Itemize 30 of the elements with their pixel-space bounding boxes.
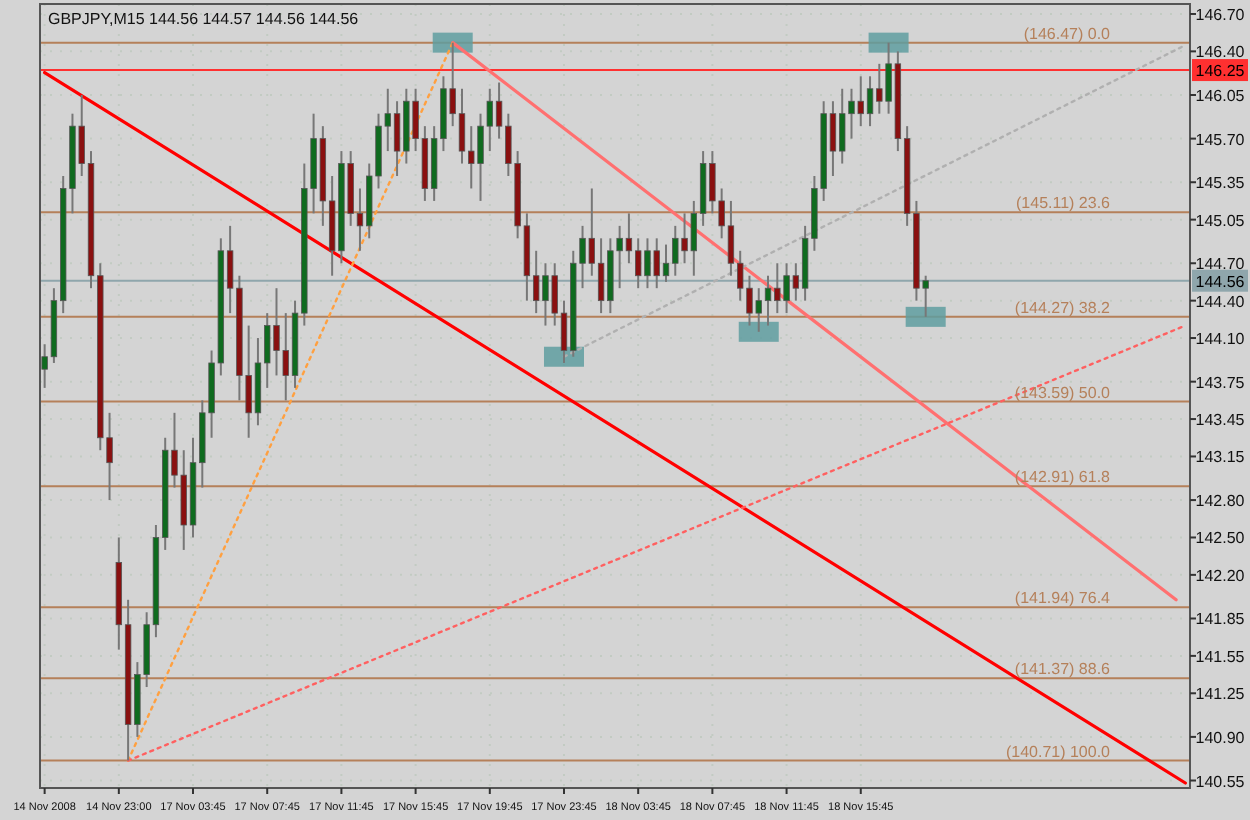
y-tick-label: 146.70	[1195, 5, 1246, 24]
ref-line-label: 146.25	[1195, 62, 1246, 81]
y-tick-label: 143.75	[1195, 373, 1246, 392]
y-tick-label: 141.85	[1195, 610, 1246, 629]
ref-line-label: (141.94) 76.4	[1014, 589, 1112, 608]
ref-line-label: (141.37) 88.6	[1014, 660, 1112, 679]
ref-line-label: (140.71) 100.0	[1005, 742, 1112, 761]
y-tick-label: 142.20	[1195, 566, 1246, 585]
y-tick-label: 144.70	[1195, 255, 1246, 274]
y-tick-label: 140.90	[1195, 728, 1246, 747]
y-tick-label: 141.25	[1195, 685, 1246, 704]
y-tick-label: 143.45	[1195, 411, 1246, 430]
y-tick-label: 140.55	[1195, 772, 1246, 791]
y-tick-label: 141.55	[1195, 647, 1246, 666]
ref-line-label: (143.59) 50.0	[1014, 383, 1112, 402]
y-tick-label: 142.50	[1195, 529, 1246, 548]
y-tick-label: 143.15	[1195, 448, 1246, 467]
y-tick-label: 145.05	[1195, 211, 1246, 230]
y-tick-label: 144.10	[1195, 330, 1246, 349]
ref-line-label: 144.56	[1195, 272, 1246, 291]
y-tick-label: 146.40	[1195, 43, 1246, 62]
ref-line-label: (146.47) 0.0	[1023, 24, 1112, 43]
y-tick-label: 145.35	[1195, 174, 1246, 193]
y-tick-label: 145.70	[1195, 130, 1246, 149]
chart-title: GBPJPY,M15 144.56 144.57 144.56 144.56	[48, 10, 360, 28]
ref-line-label: (145.11) 23.6	[1016, 194, 1112, 213]
y-tick-label: 142.80	[1195, 492, 1246, 511]
ref-line-label: (144.27) 38.2	[1014, 298, 1112, 317]
y-tick-label: 146.05	[1195, 86, 1246, 105]
y-tick-label: 144.40	[1195, 292, 1246, 311]
